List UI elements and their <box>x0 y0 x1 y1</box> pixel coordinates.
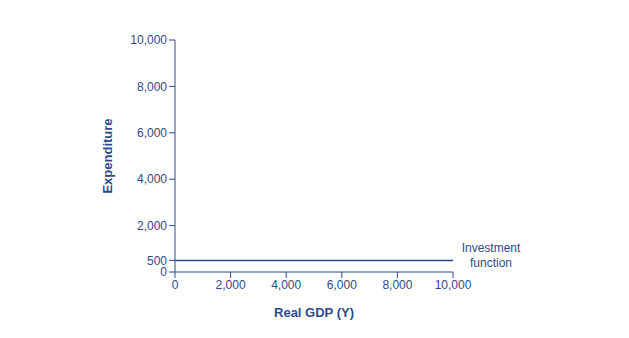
svg-text:0: 0 <box>160 265 167 280</box>
svg-text:2,000: 2,000 <box>216 278 246 292</box>
svg-text:10,000: 10,000 <box>130 33 167 47</box>
svg-text:4,000: 4,000 <box>137 172 167 186</box>
svg-text:6,000: 6,000 <box>327 278 357 292</box>
svg-text:6,000: 6,000 <box>137 126 167 140</box>
svg-text:8,000: 8,000 <box>137 80 167 94</box>
svg-text:4,000: 4,000 <box>271 278 301 292</box>
svg-text:Expenditure: Expenditure <box>100 118 115 193</box>
svg-text:10,000: 10,000 <box>435 278 472 292</box>
svg-text:500: 500 <box>147 254 167 268</box>
svg-text:2,000: 2,000 <box>137 219 167 233</box>
svg-text:Investmentfunction: Investmentfunction <box>462 241 521 270</box>
svg-text:8,000: 8,000 <box>382 278 412 292</box>
svg-text:0: 0 <box>172 278 179 292</box>
svg-text:Real GDP (Y): Real GDP (Y) <box>274 305 354 320</box>
